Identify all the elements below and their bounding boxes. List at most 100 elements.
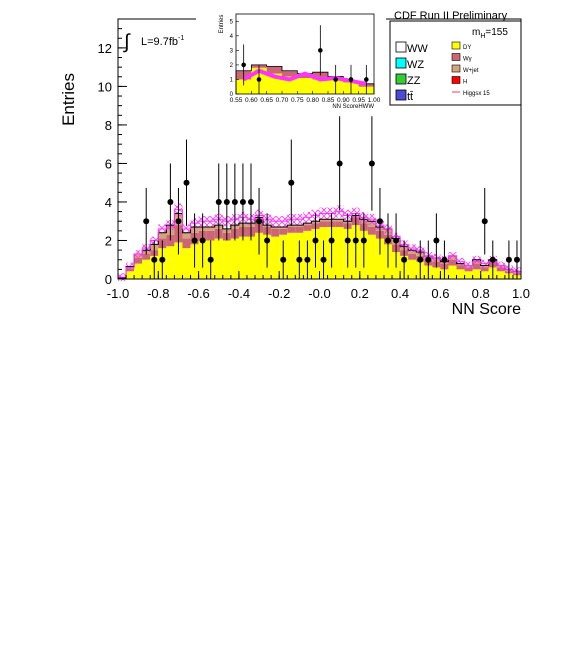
dy-bar [222, 240, 231, 279]
wgamma-bar [456, 265, 465, 270]
inset-x-axis-title: NN ScoreHWW [332, 104, 374, 110]
dy-bar [375, 238, 384, 279]
x-tick-label: -0.8 [147, 286, 169, 301]
inset-data-point [333, 77, 338, 82]
legend-swatch [451, 41, 461, 50]
axes: -1.0 -0.8 -0.6 -0.4 -0.2 -0.0 0.2 0.4 0.6 0.8 1.00… [98, 18, 530, 301]
y-tick-label: 2 [105, 233, 112, 248]
data-point [368, 160, 375, 167]
inset-data-points [241, 25, 369, 94]
dy-bar [230, 238, 239, 279]
wgamma-bar [182, 238, 191, 249]
main-plot: -1.0 -0.8 -0.6 -0.4 -0.2 -0.0 0.2 0.4 0.6 0.8 1.00… [98, 18, 530, 301]
dy-bar [287, 232, 296, 279]
wjet-bar [295, 225, 304, 227]
inset-wgamma-bar [297, 73, 313, 78]
data-point [239, 198, 246, 205]
legend: CDF Run II Preliminary mH=155 WWWZZZtt̄ … [389, 10, 522, 106]
legend-label: Wγ [463, 57, 472, 63]
inset-histogram [235, 64, 375, 94]
legend-label: Higgsx 15 [463, 91, 490, 97]
wgamma-bar [408, 253, 417, 260]
dy-bar [134, 263, 143, 279]
lumi-text: L=9.7fb-1 [141, 35, 184, 48]
inset-dy-bar [297, 78, 313, 94]
legend-column-2: DY Wγ W+jet H Higgsx 15 [451, 41, 490, 97]
wgamma-bar [279, 228, 288, 235]
legend-column-1: WW WZ ZZ tt̄ [395, 41, 428, 103]
legend-label: H [463, 80, 467, 86]
data-point [207, 256, 214, 263]
data-point [199, 237, 206, 244]
wgamma-bar [335, 221, 344, 227]
legend-frame [389, 20, 522, 106]
legend-label: WZ [407, 59, 424, 71]
inset-data-point [348, 77, 354, 82]
y-axis-title: Entries [59, 73, 78, 126]
legend-label: DY [463, 45, 471, 51]
inset-wgamma-bar [282, 70, 298, 77]
wjet-bar [287, 225, 296, 227]
data-point [143, 218, 150, 225]
legend-swatch [395, 89, 407, 101]
inset-data-point [364, 77, 369, 82]
data-point [385, 237, 392, 244]
inset-x-tick-label: 0.60 [245, 97, 258, 104]
inset-x-tick-label: 0.70 [276, 97, 289, 104]
data-point [288, 179, 295, 186]
inset-x-tick-label: 0.90 [337, 97, 350, 104]
inset-y-tick-label: 4 [230, 34, 234, 40]
inset-x-tick-label: 0.95 [352, 97, 365, 104]
dy-bar [408, 259, 417, 279]
wjet-bar [271, 227, 280, 229]
x-tick-label: 0.4 [391, 286, 409, 301]
data-point [191, 237, 198, 244]
legend-swatch [451, 64, 461, 73]
data-points [143, 116, 520, 279]
x-tick-label: 0.8 [472, 286, 490, 301]
wjet-bar [335, 219, 344, 222]
data-point [344, 237, 351, 244]
data-point [505, 256, 512, 263]
dy-bar [335, 227, 344, 279]
x-tick-label: -0.6 [187, 286, 209, 301]
background-total-line [117, 213, 522, 279]
inset-data-point [241, 62, 246, 68]
data-point [280, 256, 287, 263]
wgamma-bar [480, 267, 489, 272]
data-point [296, 256, 303, 263]
dy-bar [238, 236, 247, 279]
data-point [264, 237, 271, 244]
x-tick-label: -1.0 [107, 286, 129, 301]
wgamma-bar [319, 221, 328, 227]
wgamma-bar [142, 253, 151, 260]
data-point [304, 256, 311, 263]
wgamma-bar [303, 225, 312, 231]
data-point [441, 256, 448, 263]
dy-bar [448, 265, 457, 279]
x-tick-label: 1.0 [512, 286, 530, 301]
inset-axes: 0.55 0.60 0.65 0.70 0.75 0.80 0.85 0.90 0.95 1.00… [230, 19, 381, 104]
data-point [393, 237, 400, 244]
inset-x-tick-label: 0.75 [291, 97, 304, 104]
data-point [513, 256, 520, 263]
dy-bar [271, 236, 280, 279]
inset-y-tick-label: 1 [230, 77, 234, 83]
wjet-bar [279, 227, 288, 229]
data-point [167, 198, 174, 205]
data-point [175, 218, 182, 225]
inset-x-tick-label: 1.00 [368, 97, 381, 104]
y-tick-label: 0 [105, 272, 112, 287]
higgs-signal-line [118, 209, 521, 278]
data-point [401, 256, 408, 263]
inset-dy-bar [282, 76, 298, 94]
wgamma-bar [448, 259, 457, 266]
inset-wgamma-bar [312, 72, 328, 80]
data-point [183, 179, 190, 186]
dy-bar [126, 271, 135, 279]
inset-frame [235, 13, 375, 95]
data-point [352, 237, 359, 244]
data-point [320, 256, 327, 263]
experiment-title: CDF Run II Preliminary [394, 10, 508, 22]
